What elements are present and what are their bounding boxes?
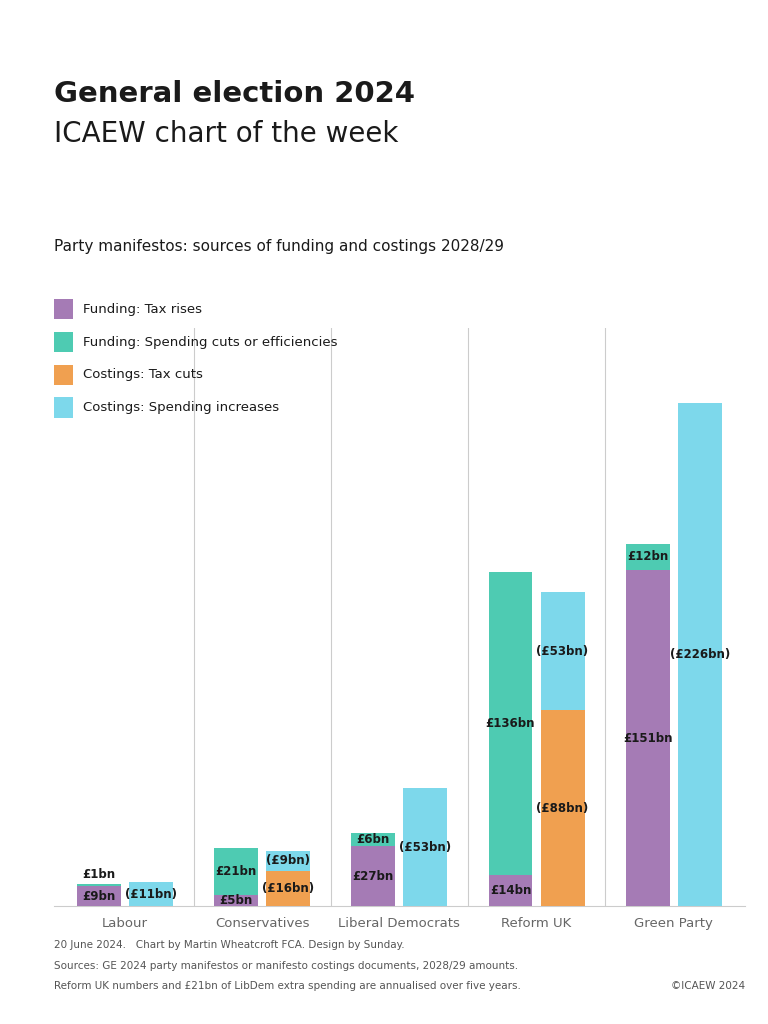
Bar [214,895,258,906]
Text: (£11bn): (£11bn) [125,888,177,900]
Text: £27bn: £27bn [353,869,394,883]
Bar [352,833,396,846]
Text: (£53bn): (£53bn) [399,841,452,854]
Text: Funding: Tax rises: Funding: Tax rises [83,303,202,315]
Text: General election 2024: General election 2024 [54,80,415,108]
Bar [77,886,121,906]
Text: £1bn: £1bn [82,867,115,881]
Bar [266,870,310,906]
Text: (£16bn): (£16bn) [262,882,314,895]
Text: £136bn: £136bn [485,717,535,730]
Bar [488,876,532,906]
Bar [266,851,310,870]
Text: £6bn: £6bn [356,833,390,846]
Text: £151bn: £151bn [623,732,672,744]
Text: Reform UK numbers and £21bn of LibDem extra spending are annualised over five ye: Reform UK numbers and £21bn of LibDem ex… [54,981,521,991]
Bar [214,848,258,895]
Bar [626,544,670,570]
Bar [626,570,670,906]
Text: Sources: GE 2024 party manifestos or manifesto costings documents, 2028/29 amoun: Sources: GE 2024 party manifestos or man… [54,961,518,971]
Text: Party manifestos: sources of funding and costings 2028/29: Party manifestos: sources of funding and… [54,239,504,254]
Bar [678,403,722,906]
Bar [403,788,448,906]
Text: (£9bn): (£9bn) [266,854,310,867]
Bar [77,884,121,886]
Text: £21bn: £21bn [216,865,257,879]
Text: £9bn: £9bn [82,890,116,903]
Text: £14bn: £14bn [490,884,531,897]
Text: (£226bn): (£226bn) [670,648,730,662]
Bar [129,882,173,906]
Bar [488,572,532,876]
Text: (£88bn): (£88bn) [536,802,589,815]
Text: £5bn: £5bn [220,894,253,907]
Bar [541,711,584,906]
Text: 20 June 2024.   Chart by Martin Wheatcroft FCA. Design by Sunday.: 20 June 2024. Chart by Martin Wheatcroft… [54,940,405,950]
Text: ©ICAEW 2024: ©ICAEW 2024 [670,981,745,991]
Text: ICAEW chart of the week: ICAEW chart of the week [54,121,398,148]
Text: Funding: Spending cuts or efficiencies: Funding: Spending cuts or efficiencies [83,336,337,348]
Text: Costings: Spending increases: Costings: Spending increases [83,401,279,414]
Text: £12bn: £12bn [627,550,668,563]
Text: (£53bn): (£53bn) [537,645,588,658]
Bar [352,846,396,906]
Text: Costings: Tax cuts: Costings: Tax cuts [83,369,203,381]
Bar [541,593,584,711]
